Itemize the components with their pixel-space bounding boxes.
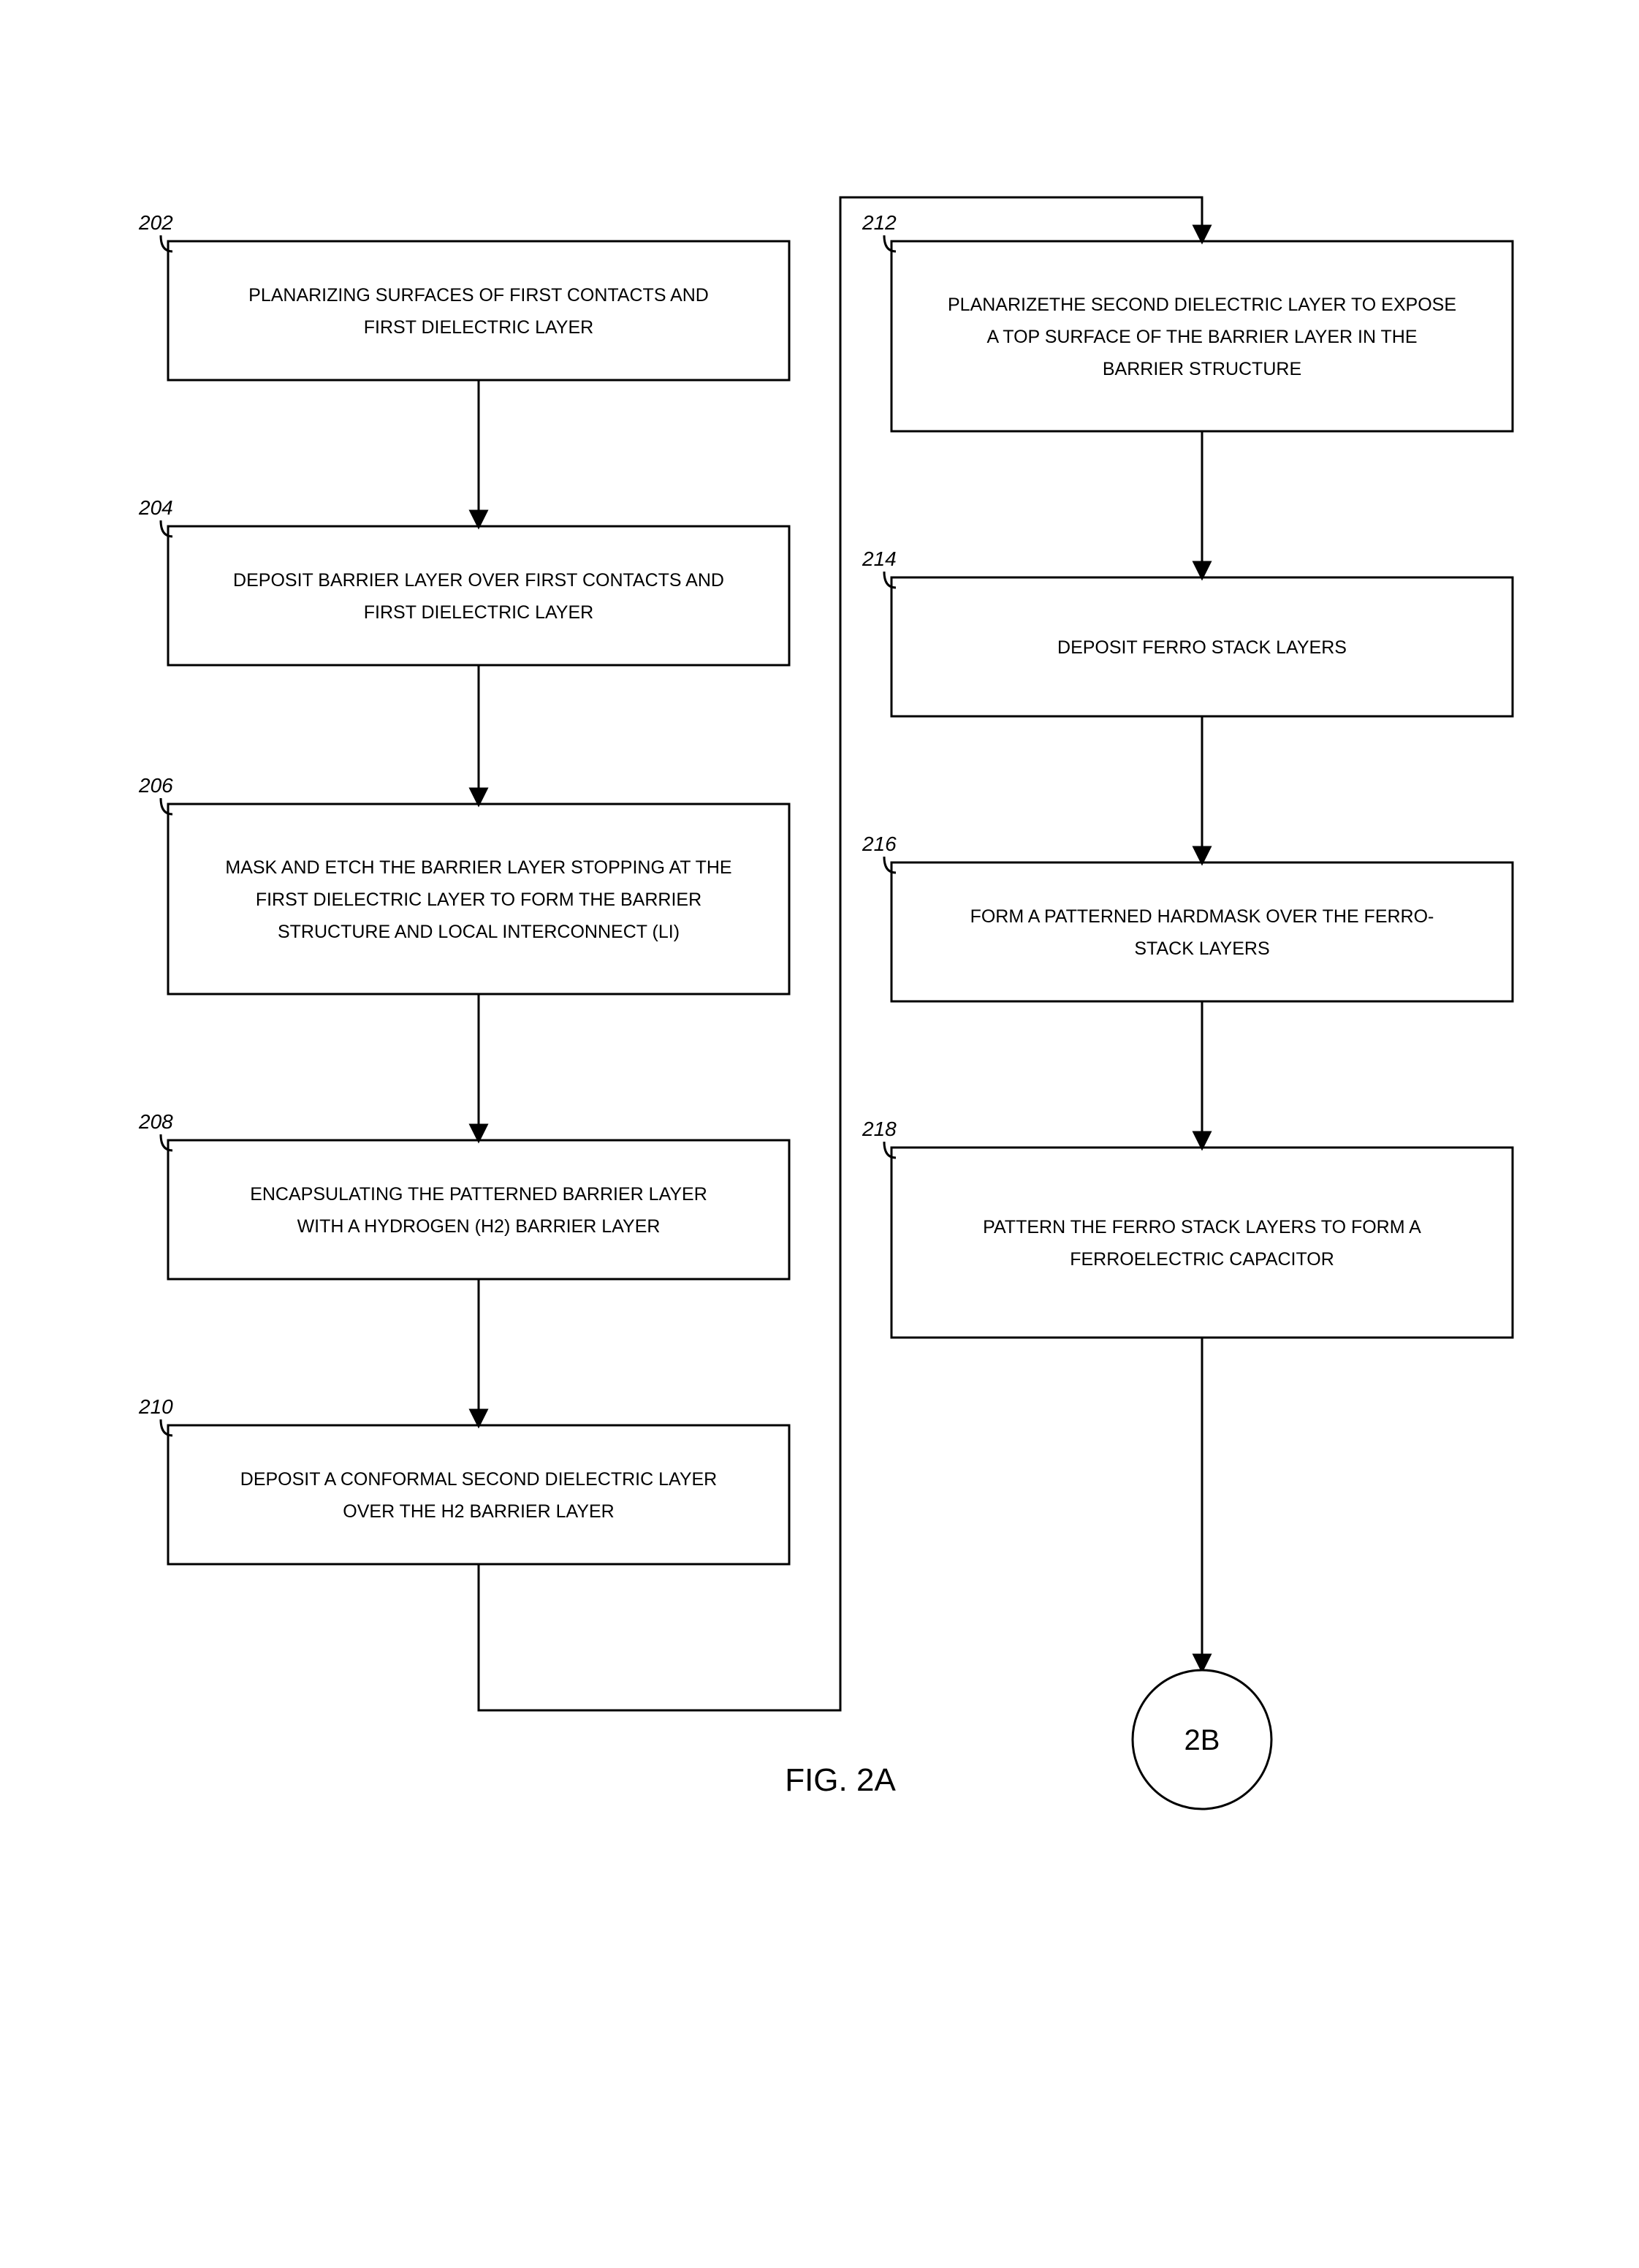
svg-text:214: 214 [862,547,897,570]
svg-text:DEPOSIT FERRO STACK LAYERS: DEPOSIT FERRO STACK LAYERS [1057,637,1347,658]
svg-text:FIG. 2A: FIG. 2A [785,1762,896,1798]
svg-text:FERROELECTRIC CAPACITOR: FERROELECTRIC CAPACITOR [1070,1249,1334,1270]
flow-step [891,862,1513,1001]
svg-text:FIRST DIELECTRIC LAYER: FIRST DIELECTRIC LAYER [364,602,593,623]
svg-text:202: 202 [138,211,173,234]
svg-text:PATTERN THE FERRO STACK LAYERS: PATTERN THE FERRO STACK LAYERS TO FORM A [983,1217,1421,1237]
svg-text:WITH A HYDROGEN (H2) BARRIER L: WITH A HYDROGEN (H2) BARRIER LAYER [297,1216,661,1237]
svg-text:MASK AND ETCH THE BARRIER LAYE: MASK AND ETCH THE BARRIER LAYER STOPPING… [225,857,731,878]
svg-text:A TOP SURFACE OF THE BARRIER L: A TOP SURFACE OF THE BARRIER LAYER IN TH… [986,327,1417,347]
svg-text:FIRST DIELECTRIC LAYER TO FORM: FIRST DIELECTRIC LAYER TO FORM THE BARRI… [256,890,701,910]
svg-text:STACK LAYERS: STACK LAYERS [1134,938,1269,959]
flow-step [891,1148,1513,1338]
svg-text:DEPOSIT BARRIER LAYER OVER FIR: DEPOSIT BARRIER LAYER OVER FIRST CONTACT… [233,570,724,591]
svg-text:216: 216 [862,833,897,855]
flow-step [168,526,789,665]
flow-step [168,1140,789,1279]
svg-text:2B: 2B [1184,1724,1220,1756]
svg-text:DEPOSIT A CONFORMAL SECOND DIE: DEPOSIT A CONFORMAL SECOND DIELECTRIC LA… [240,1469,717,1490]
svg-text:FIRST DIELECTRIC LAYER: FIRST DIELECTRIC LAYER [364,317,593,338]
svg-text:208: 208 [138,1110,173,1133]
svg-text:STRUCTURE AND LOCAL INTERCONNE: STRUCTURE AND LOCAL INTERCONNECT (LI) [278,922,680,942]
svg-text:BARRIER STRUCTURE: BARRIER STRUCTURE [1103,359,1301,379]
svg-text:FORM A PATTERNED HARDMASK OVER: FORM A PATTERNED HARDMASK OVER THE FERRO… [970,906,1434,927]
svg-text:PLANARIZING SURFACES OF FIRST: PLANARIZING SURFACES OF FIRST CONTACTS A… [248,285,709,306]
svg-text:OVER THE H2 BARRIER LAYER: OVER THE H2 BARRIER LAYER [343,1501,614,1522]
svg-text:218: 218 [862,1118,897,1140]
svg-text:212: 212 [862,211,897,234]
svg-text:ENCAPSULATING THE PATTERNED BA: ENCAPSULATING THE PATTERNED BARRIER LAYE… [250,1184,707,1205]
flow-step [168,1425,789,1564]
svg-text:206: 206 [138,774,173,797]
svg-text:PLANARIZETHE SECOND DIELECTRIC: PLANARIZETHE SECOND DIELECTRIC LAYER TO … [948,295,1456,315]
svg-text:210: 210 [138,1395,173,1418]
svg-text:204: 204 [138,496,173,519]
flow-step [168,241,789,380]
